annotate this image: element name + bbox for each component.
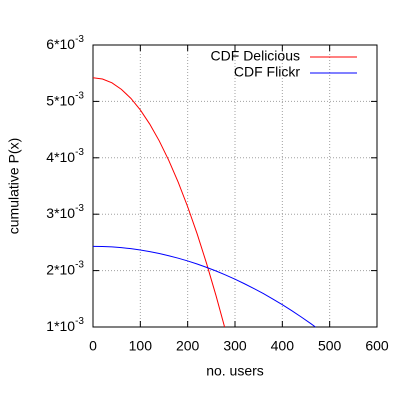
y-tick-label: 5*10-3	[46, 90, 84, 108]
legend-label: CDF Flickr	[234, 64, 300, 80]
x-tick-label: 0	[89, 338, 97, 354]
x-tick-label: 600	[365, 338, 389, 354]
y-tick-label: 6*10-3	[46, 34, 84, 52]
x-axis-title: no. users	[206, 363, 264, 379]
x-tick-label: 400	[271, 338, 295, 354]
y-tick-label: 3*10-3	[46, 203, 84, 221]
y-tick-label: 2*10-3	[46, 259, 84, 277]
plot-border	[92, 44, 378, 328]
y-tick-label: 4*10-3	[46, 146, 84, 164]
y-tick-label: 1*10-3	[46, 316, 84, 334]
series-line	[92, 245, 316, 328]
legend-label: CDF Delicious	[211, 48, 300, 64]
x-tick-label: 100	[129, 338, 153, 354]
x-tick-label: 300	[223, 338, 247, 354]
series-line	[92, 77, 226, 328]
x-tick-label: 500	[318, 338, 342, 354]
x-tick-label: 200	[176, 338, 200, 354]
y-axis-title: cumulative P(x)	[6, 138, 22, 234]
